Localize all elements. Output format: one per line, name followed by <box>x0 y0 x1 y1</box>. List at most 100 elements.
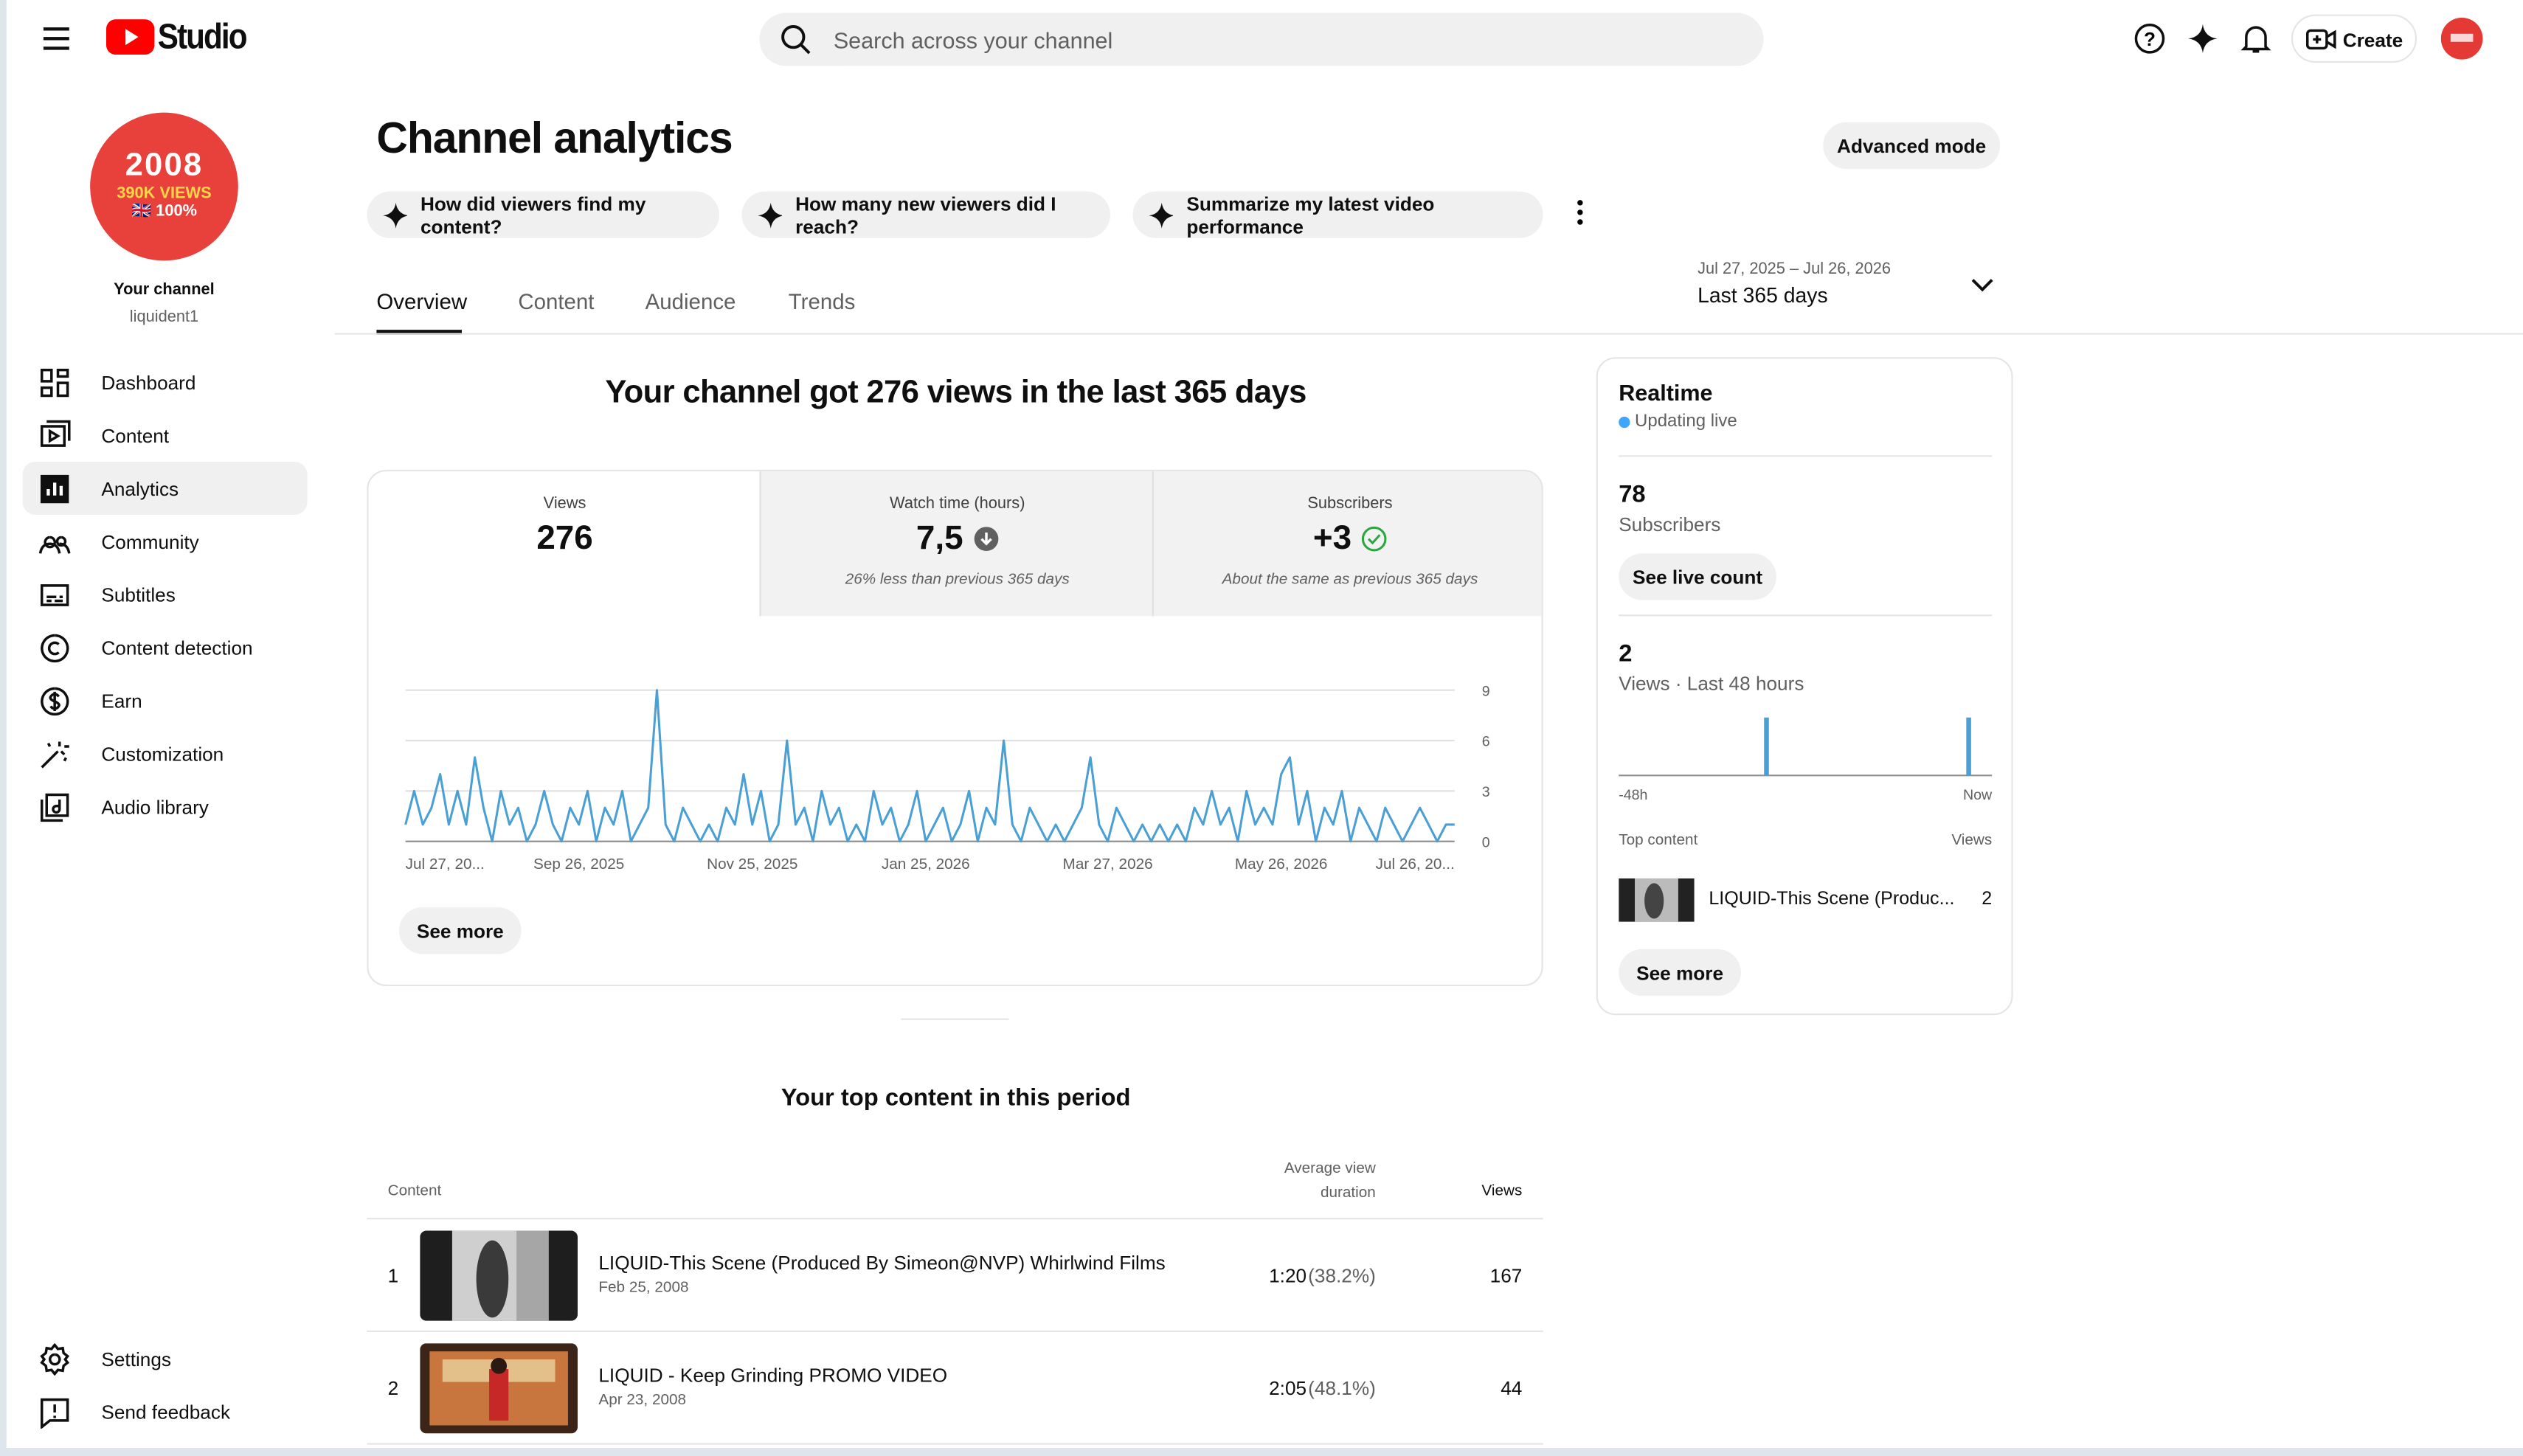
nav-item[interactable]: Community <box>23 515 308 568</box>
sparkle-icon <box>758 201 783 228</box>
video-title[interactable]: LIQUID - Keep Grinding PROMO VIDEO <box>598 1364 948 1387</box>
rank: 1 <box>387 1264 399 1287</box>
stat-label: Subscribers <box>1307 495 1393 513</box>
avg-duration: 2:05 <box>1269 1377 1307 1400</box>
row-divider <box>367 1218 1543 1220</box>
thumbnail[interactable] <box>420 1343 578 1434</box>
trend-arrow <box>980 532 991 546</box>
video-title[interactable]: LIQUID-This Scene (Produced By Simeon@NV… <box>598 1251 1166 1275</box>
nav-item[interactable]: Content <box>23 409 308 462</box>
tab[interactable]: Overview <box>376 289 468 314</box>
avatar-views: 390K VIEWS <box>117 184 212 203</box>
create-icon <box>2305 29 2336 50</box>
nav-label: Community <box>101 530 199 553</box>
nav-item[interactable]: Customization <box>23 727 308 780</box>
stat-tile[interactable] <box>1152 471 1542 617</box>
nav-item[interactable]: Dashboard <box>23 356 308 409</box>
nav-label: Subtitles <box>101 583 176 606</box>
bar <box>1764 717 1769 776</box>
tab-underline <box>376 330 462 335</box>
nav-item[interactable]: Subtitles <box>23 568 308 621</box>
views-column-label: Views <box>1951 831 1993 850</box>
rank: 2 <box>387 1377 399 1400</box>
see-more-button[interactable]: See more <box>1619 949 1741 996</box>
channel-avatar[interactable]: 2008 390K VIEWS 🇬🇧 100% <box>90 112 238 261</box>
top-content-title: Your top content in this period <box>781 1084 1131 1112</box>
stat-label: Views <box>543 495 586 513</box>
see-more-button[interactable]: See more <box>398 907 522 954</box>
logo-icon[interactable] <box>105 19 155 55</box>
nav-icon-bars <box>46 482 63 496</box>
tab[interactable]: Audience <box>645 289 736 314</box>
logo-text[interactable]: Studio <box>157 15 248 57</box>
nav-item[interactable]: Analytics <box>22 461 308 515</box>
nav-icon <box>41 741 69 769</box>
suggestion-chip[interactable]: How many new viewers did I reach? <box>741 191 1110 238</box>
nav-label: Audio library <box>101 795 209 819</box>
nav-item[interactable]: Content detection <box>23 621 308 674</box>
stat-value-row: 276 <box>404 520 725 558</box>
tab[interactable]: Content <box>518 289 595 314</box>
thumbnail-shape <box>489 1369 509 1421</box>
x-tick-label: Now <box>1963 787 1993 801</box>
channel-handle: liquident1 <box>129 308 199 327</box>
nav-label: Content detection <box>101 636 253 659</box>
subscriber-label: Subscribers <box>1619 513 1721 536</box>
live-count-button[interactable]: See live count <box>1619 553 1776 600</box>
top-item-views: 2 <box>1982 890 1993 909</box>
nav-label: Dashboard <box>101 370 196 394</box>
nav-item[interactable]: Settings <box>23 1332 308 1385</box>
date-range-dates: Jul 27, 2025 – Jul 26, 2026 <box>1697 260 1892 279</box>
search-box[interactable]: Search across your channel <box>759 13 1764 66</box>
notifications-icon[interactable] <box>2240 23 2272 55</box>
help-icon[interactable]: ? <box>2133 23 2166 55</box>
avg-percent: (48.1%) <box>1308 1377 1376 1400</box>
nav-icon <box>41 687 69 716</box>
y-tick-label: 6 <box>1482 734 1490 750</box>
nav-icon-shape <box>40 1398 69 1429</box>
trend-down-icon <box>973 527 998 552</box>
top-content-label: Top content <box>1619 831 1698 850</box>
suggestion-chip[interactable]: How did viewers find my content? <box>367 191 719 238</box>
check-circle <box>1361 526 1387 552</box>
menu-button[interactable] <box>42 24 71 53</box>
thumbnail-shape <box>476 1240 509 1318</box>
data-line <box>404 689 1455 843</box>
suggestion-chip[interactable]: Summarize my latest video performance <box>1132 191 1543 238</box>
divider <box>1619 455 1993 457</box>
nav-item[interactable]: Earn <box>23 674 308 727</box>
account-avatar[interactable] <box>2440 17 2483 60</box>
sparkle-shape <box>383 201 408 228</box>
nav-icon-shape <box>41 741 69 769</box>
x-tick-label: Sep 26, 2025 <box>533 856 624 873</box>
date-range-picker[interactable]: Jul 27, 2025 – Jul 26, 2026 Last 365 day… <box>1680 254 2018 319</box>
column-header: Content <box>387 1182 442 1201</box>
nav-label: Customization <box>101 742 224 766</box>
y-tick-label: 0 <box>1482 834 1490 850</box>
nav-item[interactable]: Audio library <box>23 780 308 833</box>
sparkle-shape <box>1149 201 1174 228</box>
views-label: Views · Last 48 hours <box>1619 672 1804 696</box>
stat-note: About the same as previous 365 days <box>1222 571 1478 589</box>
advanced-mode-button[interactable]: Advanced mode <box>1823 122 2001 170</box>
ai-icon[interactable] <box>2187 23 2219 55</box>
summary-headline: Your channel got 276 views in the last 3… <box>605 375 1307 411</box>
more-options[interactable] <box>1571 198 1590 226</box>
stat-tile[interactable] <box>759 471 1154 617</box>
content-row[interactable]: 2 LIQUID - Keep Grinding PROMO VIDEO Apr 2… <box>367 1332 1543 1445</box>
nav-icon-shape <box>40 793 69 822</box>
thumbnail[interactable] <box>420 1230 578 1321</box>
views: 44 <box>1501 1377 1523 1400</box>
content-row[interactable]: 1 LIQUID-This Scene (Produced By Simeon@N… <box>367 1219 1543 1332</box>
nav-icon <box>40 474 69 504</box>
thumbnail[interactable] <box>1619 878 1695 922</box>
top-item-title[interactable]: LIQUID-This Scene (Produc... <box>1709 890 1955 909</box>
tab[interactable]: Trends <box>788 289 856 314</box>
stat-note: 26% less than previous 365 days <box>845 571 1070 589</box>
stat-value: +3 <box>1312 519 1352 557</box>
sparkle-icon <box>383 201 408 228</box>
nav-item[interactable]: Send feedback <box>23 1385 308 1438</box>
chip-label: How many new viewers did I reach? <box>795 192 1056 238</box>
svg-text:?: ? <box>2144 28 2156 50</box>
create-button[interactable]: Create <box>2291 14 2418 63</box>
